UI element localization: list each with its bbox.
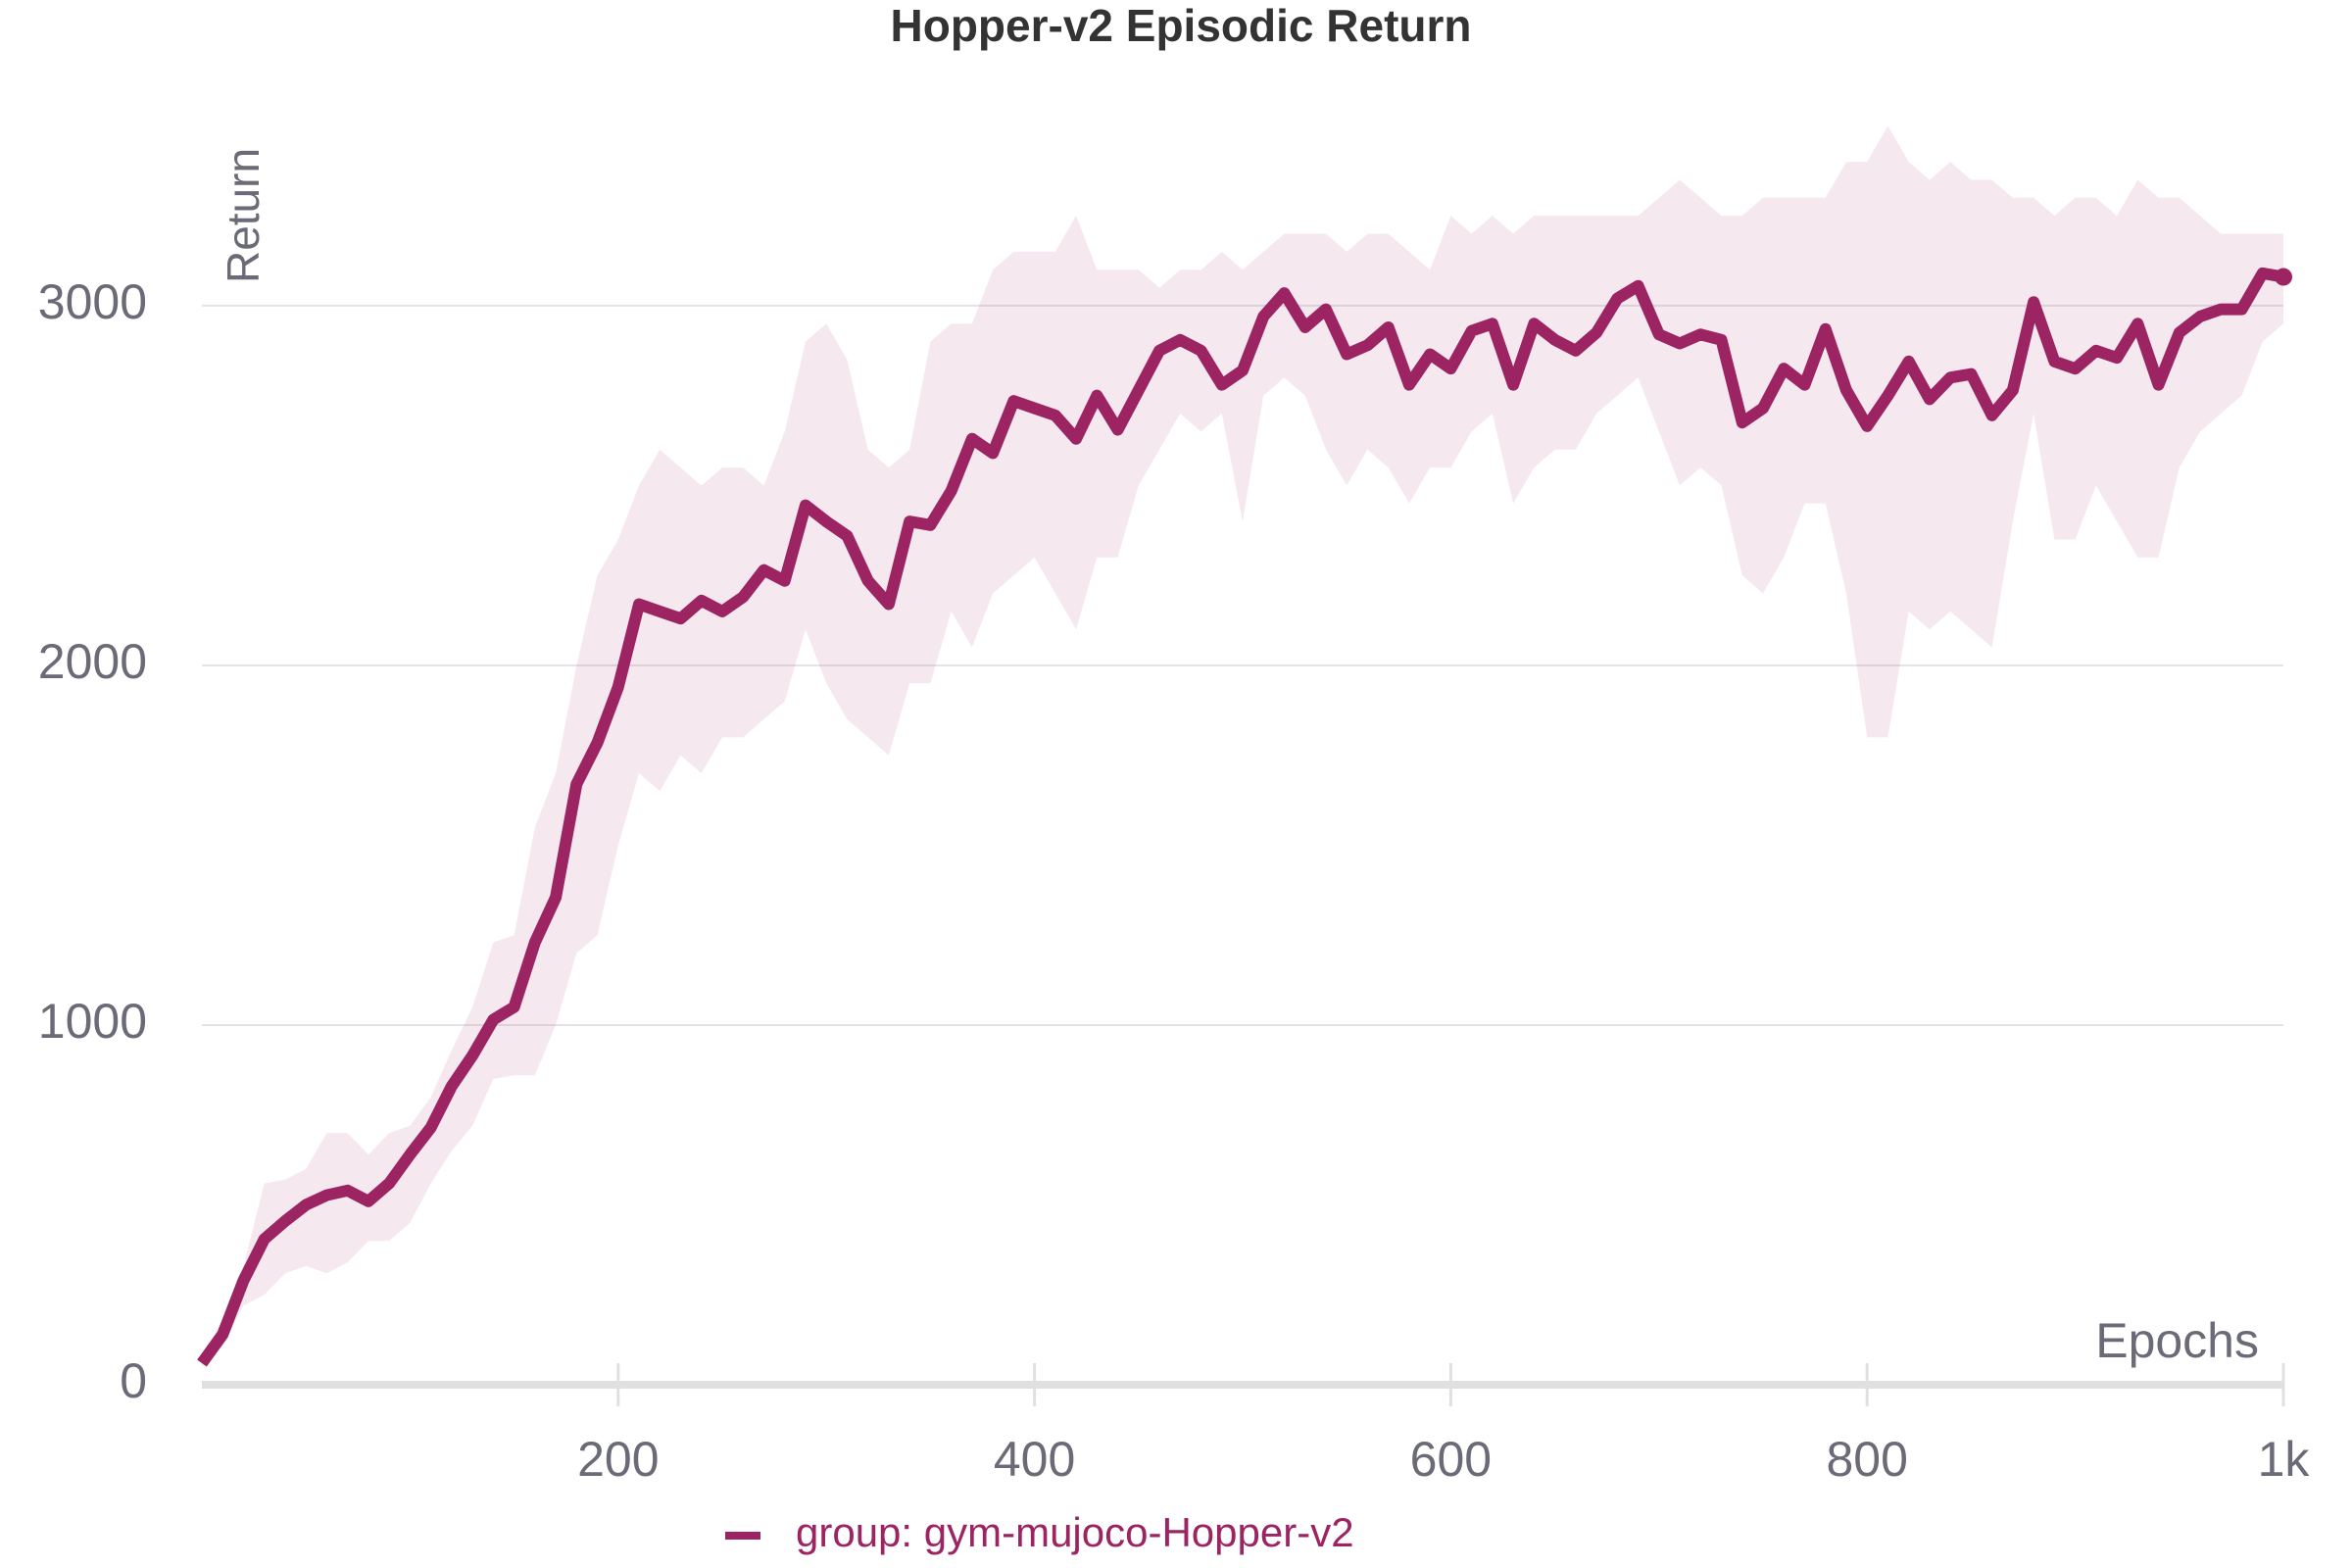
band [202,125,2283,1367]
x-tick-label: 600 [1410,1432,1492,1487]
legend-label: group: gym-mujoco-Hopper-v2 [796,1509,1354,1555]
x-tick-label: 1k [2258,1432,2311,1487]
end-point [2275,268,2292,286]
y-tick-label: 2000 [38,634,147,689]
x-tick-label: 400 [994,1432,1075,1487]
line [197,267,2285,1367]
x-tick-label: 800 [1826,1432,1907,1487]
chart-title: Hopper-v2 Episodic Return [891,0,1472,51]
y-tick-label: 3000 [38,274,147,329]
y-axis-label: Return [218,148,269,283]
y-tick-label: 0 [120,1353,147,1408]
x-axis-label: Epochs [2095,1313,2259,1368]
x-tick-label: 200 [577,1432,659,1487]
y-tick-label: 1000 [38,994,147,1049]
